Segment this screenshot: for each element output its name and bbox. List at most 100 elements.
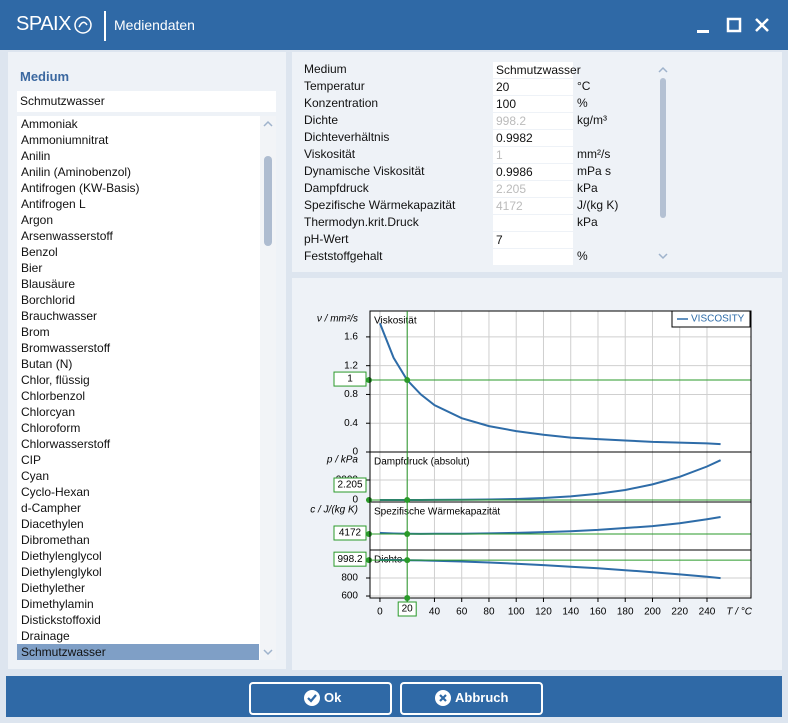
cursor-anchor bbox=[366, 377, 372, 384]
list-item[interactable]: Benzol bbox=[21, 245, 58, 259]
list-item[interactable]: Diethylenglykol bbox=[21, 565, 102, 579]
property-value[interactable]: 20 bbox=[493, 79, 573, 95]
list-item[interactable]: Chlorbenzol bbox=[21, 389, 86, 403]
cancel-label: Abbruch bbox=[455, 690, 509, 705]
property-value[interactable] bbox=[493, 215, 573, 231]
cursor-x-box bbox=[397, 601, 417, 617]
list-item[interactable]: Diacethylen bbox=[21, 517, 84, 531]
list-item[interactable]: Dibromethan bbox=[21, 533, 90, 547]
list-item[interactable]: Diethylenglycol bbox=[21, 549, 102, 563]
x-tick-label: 120 bbox=[535, 607, 552, 618]
ok-label: Ok bbox=[324, 690, 342, 705]
list-item[interactable]: Arsenwasserstoff bbox=[21, 229, 113, 243]
minimize-button[interactable] bbox=[697, 30, 709, 33]
y-tick-label: 0.8 bbox=[344, 389, 358, 400]
list-item[interactable]: Chloroform bbox=[21, 421, 81, 435]
property-unit: kPa bbox=[577, 181, 598, 195]
button-bar bbox=[6, 676, 782, 717]
cursor-x-value: 20 bbox=[402, 604, 414, 615]
y-axis-label: ν / mm²/s bbox=[317, 314, 358, 325]
list-item[interactable]: Bromwasserstoff bbox=[21, 341, 111, 355]
brand-logo: SPAIX bbox=[16, 13, 71, 35]
panel-heading: Medium bbox=[20, 69, 70, 84]
property-value: 2.205 bbox=[493, 181, 573, 197]
x-tick-label: 80 bbox=[483, 607, 495, 618]
property-unit: °C bbox=[577, 79, 591, 93]
chart: 020406080100120140160180200220240T / °C0… bbox=[310, 310, 753, 618]
property-label: Konzentration bbox=[304, 96, 379, 110]
property-unit: % bbox=[577, 96, 588, 110]
property-label: Dichteverhältnis bbox=[304, 130, 390, 144]
x-axis-label: T / °C bbox=[726, 607, 752, 618]
search-input[interactable]: Schmutzwasser bbox=[17, 91, 276, 112]
y-tick-label: 0.4 bbox=[344, 418, 358, 429]
x-tick-label: 100 bbox=[508, 607, 525, 618]
list-item[interactable]: Cyclo-Hexan bbox=[21, 485, 90, 499]
panel-title: Dampfdruck (absolut) bbox=[374, 457, 470, 468]
cursor-value: 998.2 bbox=[337, 554, 362, 565]
list-item[interactable]: Blausäure bbox=[21, 277, 76, 291]
y-tick-label: 1.6 bbox=[344, 332, 358, 343]
properties-scrollbar[interactable] bbox=[657, 64, 669, 262]
list-item[interactable]: Bier bbox=[21, 261, 43, 275]
list-item[interactable]: Borchlorid bbox=[21, 293, 76, 307]
list-item[interactable]: Chlorwasserstoff bbox=[21, 437, 111, 451]
list-item[interactable]: Brauchwasser bbox=[21, 309, 98, 323]
list-item[interactable]: Antifrogen (KW-Basis) bbox=[21, 181, 140, 195]
list-item[interactable]: Cyan bbox=[21, 469, 50, 483]
property-label: Dampfdruck bbox=[304, 181, 369, 195]
list-item[interactable]: Butan (N) bbox=[21, 357, 73, 371]
y-tick-label: 600 bbox=[341, 591, 358, 602]
list-item[interactable]: Anilin bbox=[21, 149, 51, 163]
x-tick-label: 60 bbox=[456, 607, 468, 618]
property-label: Viskosität bbox=[304, 147, 356, 161]
list-item[interactable]: Antifrogen L bbox=[21, 197, 86, 211]
window-title: Mediendaten bbox=[114, 17, 195, 33]
cancel-button[interactable]: Abbruch bbox=[400, 682, 543, 715]
list-item[interactable]: Drainage bbox=[21, 629, 70, 643]
list-item[interactable]: Schmutzwasser bbox=[17, 644, 259, 660]
maximize-button[interactable] bbox=[726, 17, 742, 33]
close-button[interactable] bbox=[755, 18, 769, 32]
list-item[interactable]: Ammoniumnitrat bbox=[21, 133, 109, 147]
property-value[interactable]: 0.9986 bbox=[493, 164, 573, 180]
property-value[interactable]: 0.9982 bbox=[493, 130, 573, 146]
list-item[interactable]: Argon bbox=[21, 213, 54, 227]
y-tick-label: 1.2 bbox=[344, 360, 358, 371]
list-item[interactable]: Dimethylamin bbox=[21, 597, 94, 611]
list-item[interactable]: d-Campher bbox=[21, 501, 82, 515]
cursor-x-dot bbox=[404, 595, 411, 601]
legend-label: VISCOSITY bbox=[691, 314, 745, 325]
list-scrollbar[interactable] bbox=[260, 116, 276, 660]
cursor-anchor bbox=[366, 496, 372, 503]
list-item[interactable]: CIP bbox=[21, 453, 42, 467]
list-item[interactable]: Brom bbox=[21, 325, 50, 339]
cursor-anchor bbox=[366, 557, 372, 564]
panel-title: Viskosität bbox=[374, 316, 417, 327]
property-value: 1 bbox=[493, 147, 573, 163]
y-axis-label: p / kPa bbox=[326, 455, 359, 466]
property-value[interactable]: Schmutzwasser bbox=[493, 62, 581, 78]
property-unit: kg/m³ bbox=[577, 113, 607, 127]
medium-list: Ammoniak Ammoniumnitrat Anilin Anilin (Amin… bbox=[17, 116, 276, 660]
property-label: Dynamische Viskosität bbox=[304, 164, 425, 178]
list-item[interactable]: Chlorcyan bbox=[21, 405, 76, 419]
property-value[interactable]: 100 bbox=[493, 96, 573, 112]
x-tick-label: 180 bbox=[617, 607, 634, 618]
list-item[interactable]: Anilin (Aminobenzol) bbox=[21, 165, 132, 179]
property-unit: J/(kg K) bbox=[577, 198, 619, 212]
cursor-value: 2.205 bbox=[337, 480, 362, 491]
list-item[interactable]: Diethylether bbox=[21, 581, 86, 595]
legend-box bbox=[671, 310, 751, 328]
list-item[interactable]: Distickstoffoxid bbox=[21, 613, 101, 627]
panel-title: Spezifische Wärmekapazität bbox=[374, 507, 500, 518]
list-item[interactable]: Ammoniak bbox=[21, 117, 78, 131]
property-value[interactable] bbox=[493, 249, 573, 265]
cursor-value-box bbox=[333, 371, 367, 387]
property-value[interactable]: 7 bbox=[493, 232, 573, 248]
ok-button[interactable]: Ok bbox=[249, 682, 392, 715]
x-tick-label: 220 bbox=[671, 607, 688, 618]
x-tick-label: 160 bbox=[590, 607, 607, 618]
list-item[interactable]: Chlor, flüssig bbox=[21, 373, 90, 387]
property-label: Thermodyn.krit.Druck bbox=[304, 215, 419, 229]
